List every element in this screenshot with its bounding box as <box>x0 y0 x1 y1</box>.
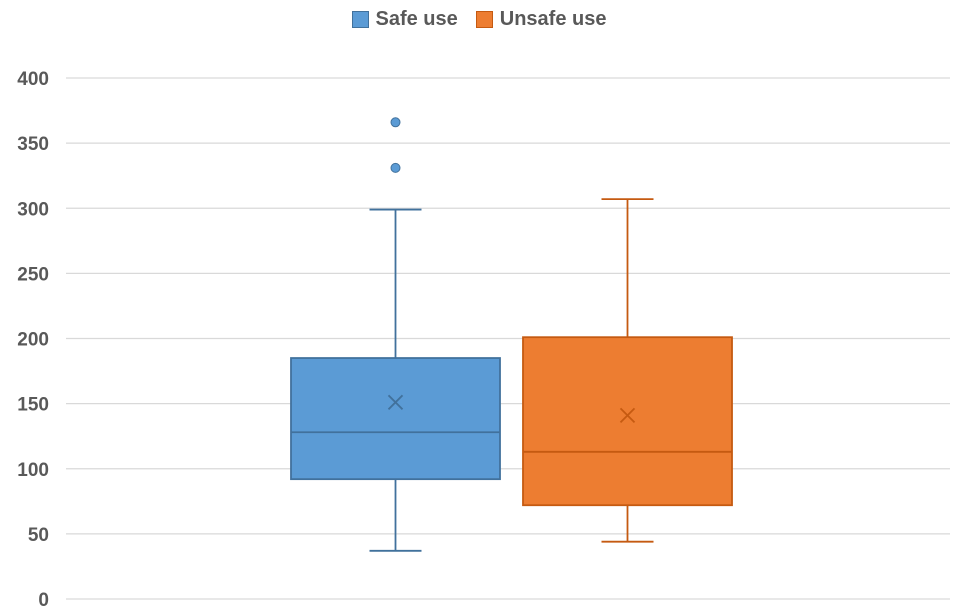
legend-label-unsafe-use: Unsafe use <box>499 8 607 30</box>
y-tick-label-250: 250 <box>17 264 49 285</box>
legend-item-safe-use: Safe use <box>351 8 458 31</box>
legend: Safe use Unsafe use <box>0 8 958 31</box>
legend-item-unsafe-use: Unsafe use <box>475 8 607 31</box>
box-safe-use <box>290 357 501 481</box>
box-unsafe-use <box>522 336 733 507</box>
y-tick-label-150: 150 <box>17 395 49 416</box>
y-tick-label-200: 200 <box>17 330 49 351</box>
legend-swatch-safe-use <box>351 11 369 28</box>
y-tick-label-350: 350 <box>17 134 49 155</box>
y-tick-label-100: 100 <box>17 460 49 481</box>
legend-swatch-unsafe-use <box>475 11 493 28</box>
legend-label-safe-use: Safe use <box>375 8 458 30</box>
outlier-point-safe-use-1 <box>390 162 401 173</box>
y-tick-label-300: 300 <box>17 199 49 220</box>
mean-marker-safe-use <box>387 394 404 410</box>
y-tick-label-400: 400 <box>17 69 49 90</box>
y-tick-label-0: 0 <box>38 590 49 608</box>
mean-marker-unsafe-use <box>619 407 636 423</box>
y-tick-label-50: 50 <box>28 525 49 546</box>
outlier-point-safe-use-2 <box>390 117 401 128</box>
